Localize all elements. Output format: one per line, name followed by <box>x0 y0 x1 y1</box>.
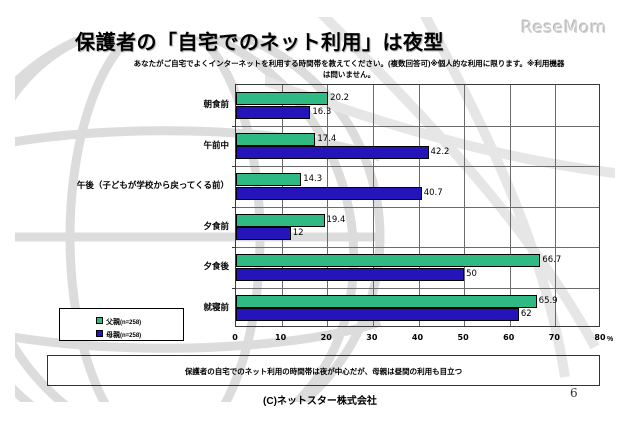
legend-item-mother: 母親(n=258) <box>96 330 141 339</box>
legend-n-father: (n=258) <box>120 320 142 326</box>
summary-text: 保護者の自宅でのネット利用の時間帯は夜が中心だが、母親は昼間の利用も目立つ <box>184 367 463 376</box>
summary-box: 保護者の自宅でのネット利用の時間帯は夜が中心だが、母親は昼間の利用も目立つ <box>47 355 600 386</box>
legend-label-father: 父親 <box>106 319 120 326</box>
chart-legend: 父親(n=258) 母親(n=258) <box>59 308 184 341</box>
legend-label-mother: 母親 <box>106 332 120 339</box>
chart-question-subtitle: あなたがご自宅でよくインターネットを利用する時間帯を教えてください。(複数回答可… <box>133 59 565 79</box>
slide-canvas: ReseMom 保護者の「自宅でのネット利用」は夜型 あなたがご自宅でよくインタ… <box>14 6 616 403</box>
legend-item-father: 父親(n=258) <box>96 317 141 326</box>
legend-swatch-father-icon <box>96 317 103 324</box>
page-number: 6 <box>570 386 578 400</box>
legend-swatch-mother-icon <box>96 330 103 337</box>
footer-copyright: (C)ネットスター株式会社 <box>263 396 377 407</box>
globe-watermark-icon <box>15 37 385 402</box>
legend-n-mother: (n=258) <box>120 333 142 339</box>
x-axis-unit-label: % <box>607 336 614 343</box>
page-title: 保護者の「自宅でのネット利用」は夜型 <box>75 32 444 54</box>
resemom-watermark: ReseMom <box>521 18 607 38</box>
